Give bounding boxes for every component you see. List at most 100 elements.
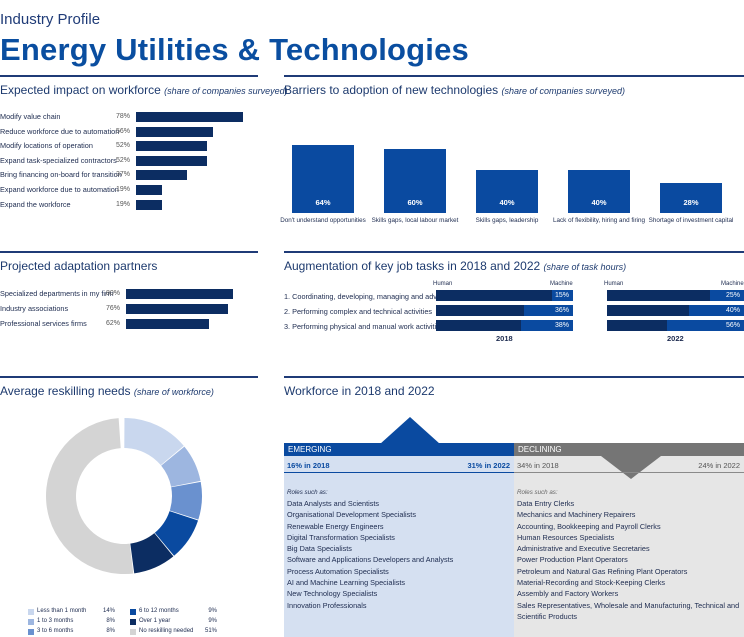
task-label: 2. Performing complex and technical acti… — [284, 307, 433, 316]
impact-row-label: Expand the workforce — [0, 199, 71, 209]
reskilling-donut — [46, 418, 202, 574]
barrier-bar: 64% — [292, 144, 354, 213]
impact-row-pct: 19% — [115, 200, 130, 208]
impact-bar — [136, 155, 208, 166]
reskilling-legend: Less than 1 month 14% 1 to 3 months 8% 3 to … — [28, 608, 258, 637]
down-arrow-icon — [601, 456, 661, 479]
impact-bar — [136, 185, 163, 195]
partners-row-pct: 76% — [105, 304, 120, 312]
donut-segment — [124, 418, 184, 466]
partners-bar — [126, 318, 210, 329]
donut-segment — [161, 446, 201, 487]
barriers-chart: 64% Don't understand opportunities 60% Skil… — [280, 108, 744, 228]
machine-share-value: 56% — [725, 321, 740, 329]
legend-value: 9% — [208, 618, 217, 624]
section-divider — [0, 376, 258, 378]
barrier-bar-value: 40% — [591, 197, 607, 207]
barrier-label: Don't understand opportunities — [280, 217, 366, 224]
reskilling-title: Average reskilling needs (share of workf… — [0, 384, 214, 398]
declining-roles-label: Roles such as: — [517, 489, 558, 496]
barrier-bar-value: 64% — [315, 197, 331, 207]
emerging-role-item: Big Data Specialists — [287, 544, 352, 554]
emerging-role-item: Software and Applications Developers and… — [287, 555, 454, 565]
task-stacked-bar: 25% — [607, 290, 744, 301]
barrier-bar-value: 28% — [683, 197, 699, 207]
declining-label: DECLINING — [518, 445, 562, 454]
reskilling-title-text: Average reskilling needs — [0, 384, 131, 398]
barrier-label: Shortage of investment capital — [648, 217, 734, 224]
declining-role-item: Administrative and Executive Secretaries — [517, 544, 650, 554]
barriers-title: Barriers to adoption of new technologies… — [284, 83, 625, 97]
barrier-label: Skills gaps, local labour market — [371, 217, 459, 224]
partners-bar — [126, 289, 234, 299]
impact-title-note: (share of companies surveyed) — [164, 86, 288, 96]
task-label: 1. Coordinating, developing, managing an… — [284, 292, 452, 301]
human-share — [436, 320, 521, 331]
legend-value: 8% — [106, 628, 115, 634]
machine-share: 25% — [709, 290, 744, 301]
impact-row-label: Modify value chain — [0, 112, 61, 121]
legend-label: 6 to 12 months — [139, 608, 179, 614]
declining-role-item: Material-Recording and Stock-Keeping Cle… — [517, 578, 666, 588]
emerging-divider — [284, 472, 514, 473]
partners-bar — [126, 303, 228, 314]
legend-swatch — [130, 619, 136, 625]
partners-row-pct: 80% — [105, 290, 120, 297]
task-stacked-bar: 38% — [436, 320, 573, 331]
legend-value: 14% — [102, 608, 115, 614]
legend-label: 1 to 3 months — [37, 618, 74, 624]
emerging-panel: EMERGING 16% in 2018 31% in 2022 Roles s… — [284, 417, 514, 637]
legend-label: Less than 1 month — [37, 608, 87, 614]
augmentation-chart: Human Machine Human Machine 2018 2022 1.… — [284, 279, 744, 349]
emerging-header-bar — [284, 443, 514, 456]
human-share — [607, 320, 668, 331]
barrier-bar: 28% — [660, 183, 722, 213]
declining-share-2018: 34% in 2018 — [517, 461, 559, 470]
page-title: Energy Utilities & Technologies — [0, 32, 469, 67]
partners-title: Projected adaptation partners — [0, 259, 158, 273]
legend-swatch — [130, 629, 136, 635]
machine-share-value: 38% — [554, 321, 569, 329]
section-divider — [0, 75, 258, 77]
declining-header-bar — [514, 443, 744, 456]
impact-row-label: Expand task-specialized contractors — [0, 155, 117, 165]
impact-title-text: Expected impact on workforce — [0, 83, 161, 97]
machine-label-2018: Machine — [550, 281, 573, 287]
augmentation-title: Augmentation of key job tasks in 2018 an… — [284, 259, 626, 273]
human-share — [436, 290, 553, 301]
impact-bar — [136, 126, 213, 137]
legend-swatch — [28, 609, 34, 615]
partners-row-pct: 62% — [105, 319, 120, 327]
declining-role-item: Mechanics and Machinery Repairers — [517, 510, 636, 520]
barrier-bar-value: 40% — [499, 197, 515, 207]
machine-share-value: 15% — [554, 291, 569, 299]
machine-share: 15% — [552, 290, 573, 301]
year-2018-label: 2018 — [496, 334, 513, 343]
legend-swatch — [130, 609, 136, 615]
partners-row-label: Industry associations — [0, 303, 69, 313]
donut-segment — [169, 481, 202, 520]
declining-role-item: Data Entry Clerks — [517, 499, 575, 508]
impact-row-pct: 37% — [115, 171, 130, 179]
emerging-role-item: Organisational Development Specialists — [287, 510, 416, 520]
emerging-share-2018: 16% in 2018 — [287, 461, 330, 470]
barrier-label: Skills gaps, leadership — [475, 217, 539, 224]
machine-share: 40% — [689, 305, 744, 316]
task-label: 3. Performing physical and manual work a… — [284, 322, 444, 331]
impact-row-pct: 56% — [115, 127, 130, 135]
emerging-role-item: New Technology Specialists — [287, 589, 378, 599]
task-stacked-bar: 36% — [436, 305, 573, 316]
task-stacked-bar: 15% — [436, 290, 573, 301]
impact-bar — [136, 112, 243, 122]
barrier-bar-value: 60% — [407, 197, 423, 207]
machine-share-value: 40% — [725, 306, 740, 314]
emerging-roles-list: Data Analysts and Scientists Organisation… — [287, 498, 512, 611]
human-label-2022: Human — [604, 281, 624, 287]
barrier-bar: 60% — [384, 148, 446, 213]
emerging-label: EMERGING — [288, 445, 332, 454]
barriers-title-text: Barriers to adoption of new technologies — [284, 83, 499, 97]
section-divider — [284, 251, 744, 253]
section-divider — [284, 75, 744, 77]
reskilling-title-note: (share of workforce) — [133, 387, 214, 397]
legend-swatch — [28, 619, 34, 625]
